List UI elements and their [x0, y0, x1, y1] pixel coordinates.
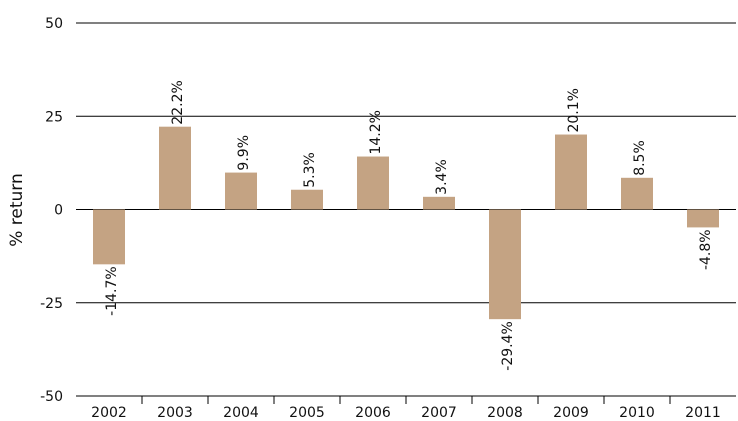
data-label: 14.2% [368, 110, 384, 154]
x-tick-label: 2003 [157, 405, 193, 421]
bar [489, 209, 521, 320]
y-tick-label: -50 [40, 389, 63, 405]
data-label: 3.4% [434, 159, 450, 195]
x-tick-label: 2009 [553, 405, 589, 421]
bar [555, 134, 587, 210]
y-axis-ticks: 50 25 0 -25 -50 [40, 16, 63, 405]
data-label: 9.9% [236, 135, 252, 171]
x-tick-label: 2005 [289, 405, 325, 421]
x-axis: 2002 2003 2004 2005 2006 2007 2008 2009 2010 2011 [76, 395, 736, 421]
bar [291, 189, 323, 210]
y-tick-label: 25 [45, 109, 63, 125]
bar [687, 209, 719, 228]
data-label: -4.8% [698, 229, 714, 270]
x-tick-label: 2008 [487, 405, 523, 421]
bars [93, 126, 719, 320]
data-label: 22.2% [170, 80, 186, 124]
y-tick-label: 50 [45, 16, 63, 32]
bar [357, 156, 389, 210]
y-tick-label: 0 [54, 203, 63, 219]
data-label: -29.4% [500, 321, 516, 371]
y-tick-label: -25 [40, 296, 63, 312]
x-tick-label: 2010 [619, 405, 655, 421]
data-label: -14.7% [104, 266, 120, 316]
x-tick-label: 2007 [421, 405, 457, 421]
y-axis-label: % return [7, 173, 27, 247]
bar [621, 177, 653, 210]
x-tick-label: 2002 [91, 405, 127, 421]
data-label: 5.3% [302, 152, 318, 188]
bar [93, 209, 125, 265]
x-tick-label: 2011 [685, 405, 721, 421]
data-label: 20.1% [566, 88, 582, 132]
bar [423, 196, 455, 210]
data-labels: -14.7% 22.2% 9.9% 5.3% 14.2% 3.4% -29.4% 20.1% 8… [104, 80, 714, 370]
bar [159, 126, 191, 210]
x-tick-label: 2006 [355, 405, 391, 421]
x-tick-label: 2004 [223, 405, 259, 421]
bar [225, 172, 257, 210]
data-label: 8.5% [632, 140, 648, 176]
